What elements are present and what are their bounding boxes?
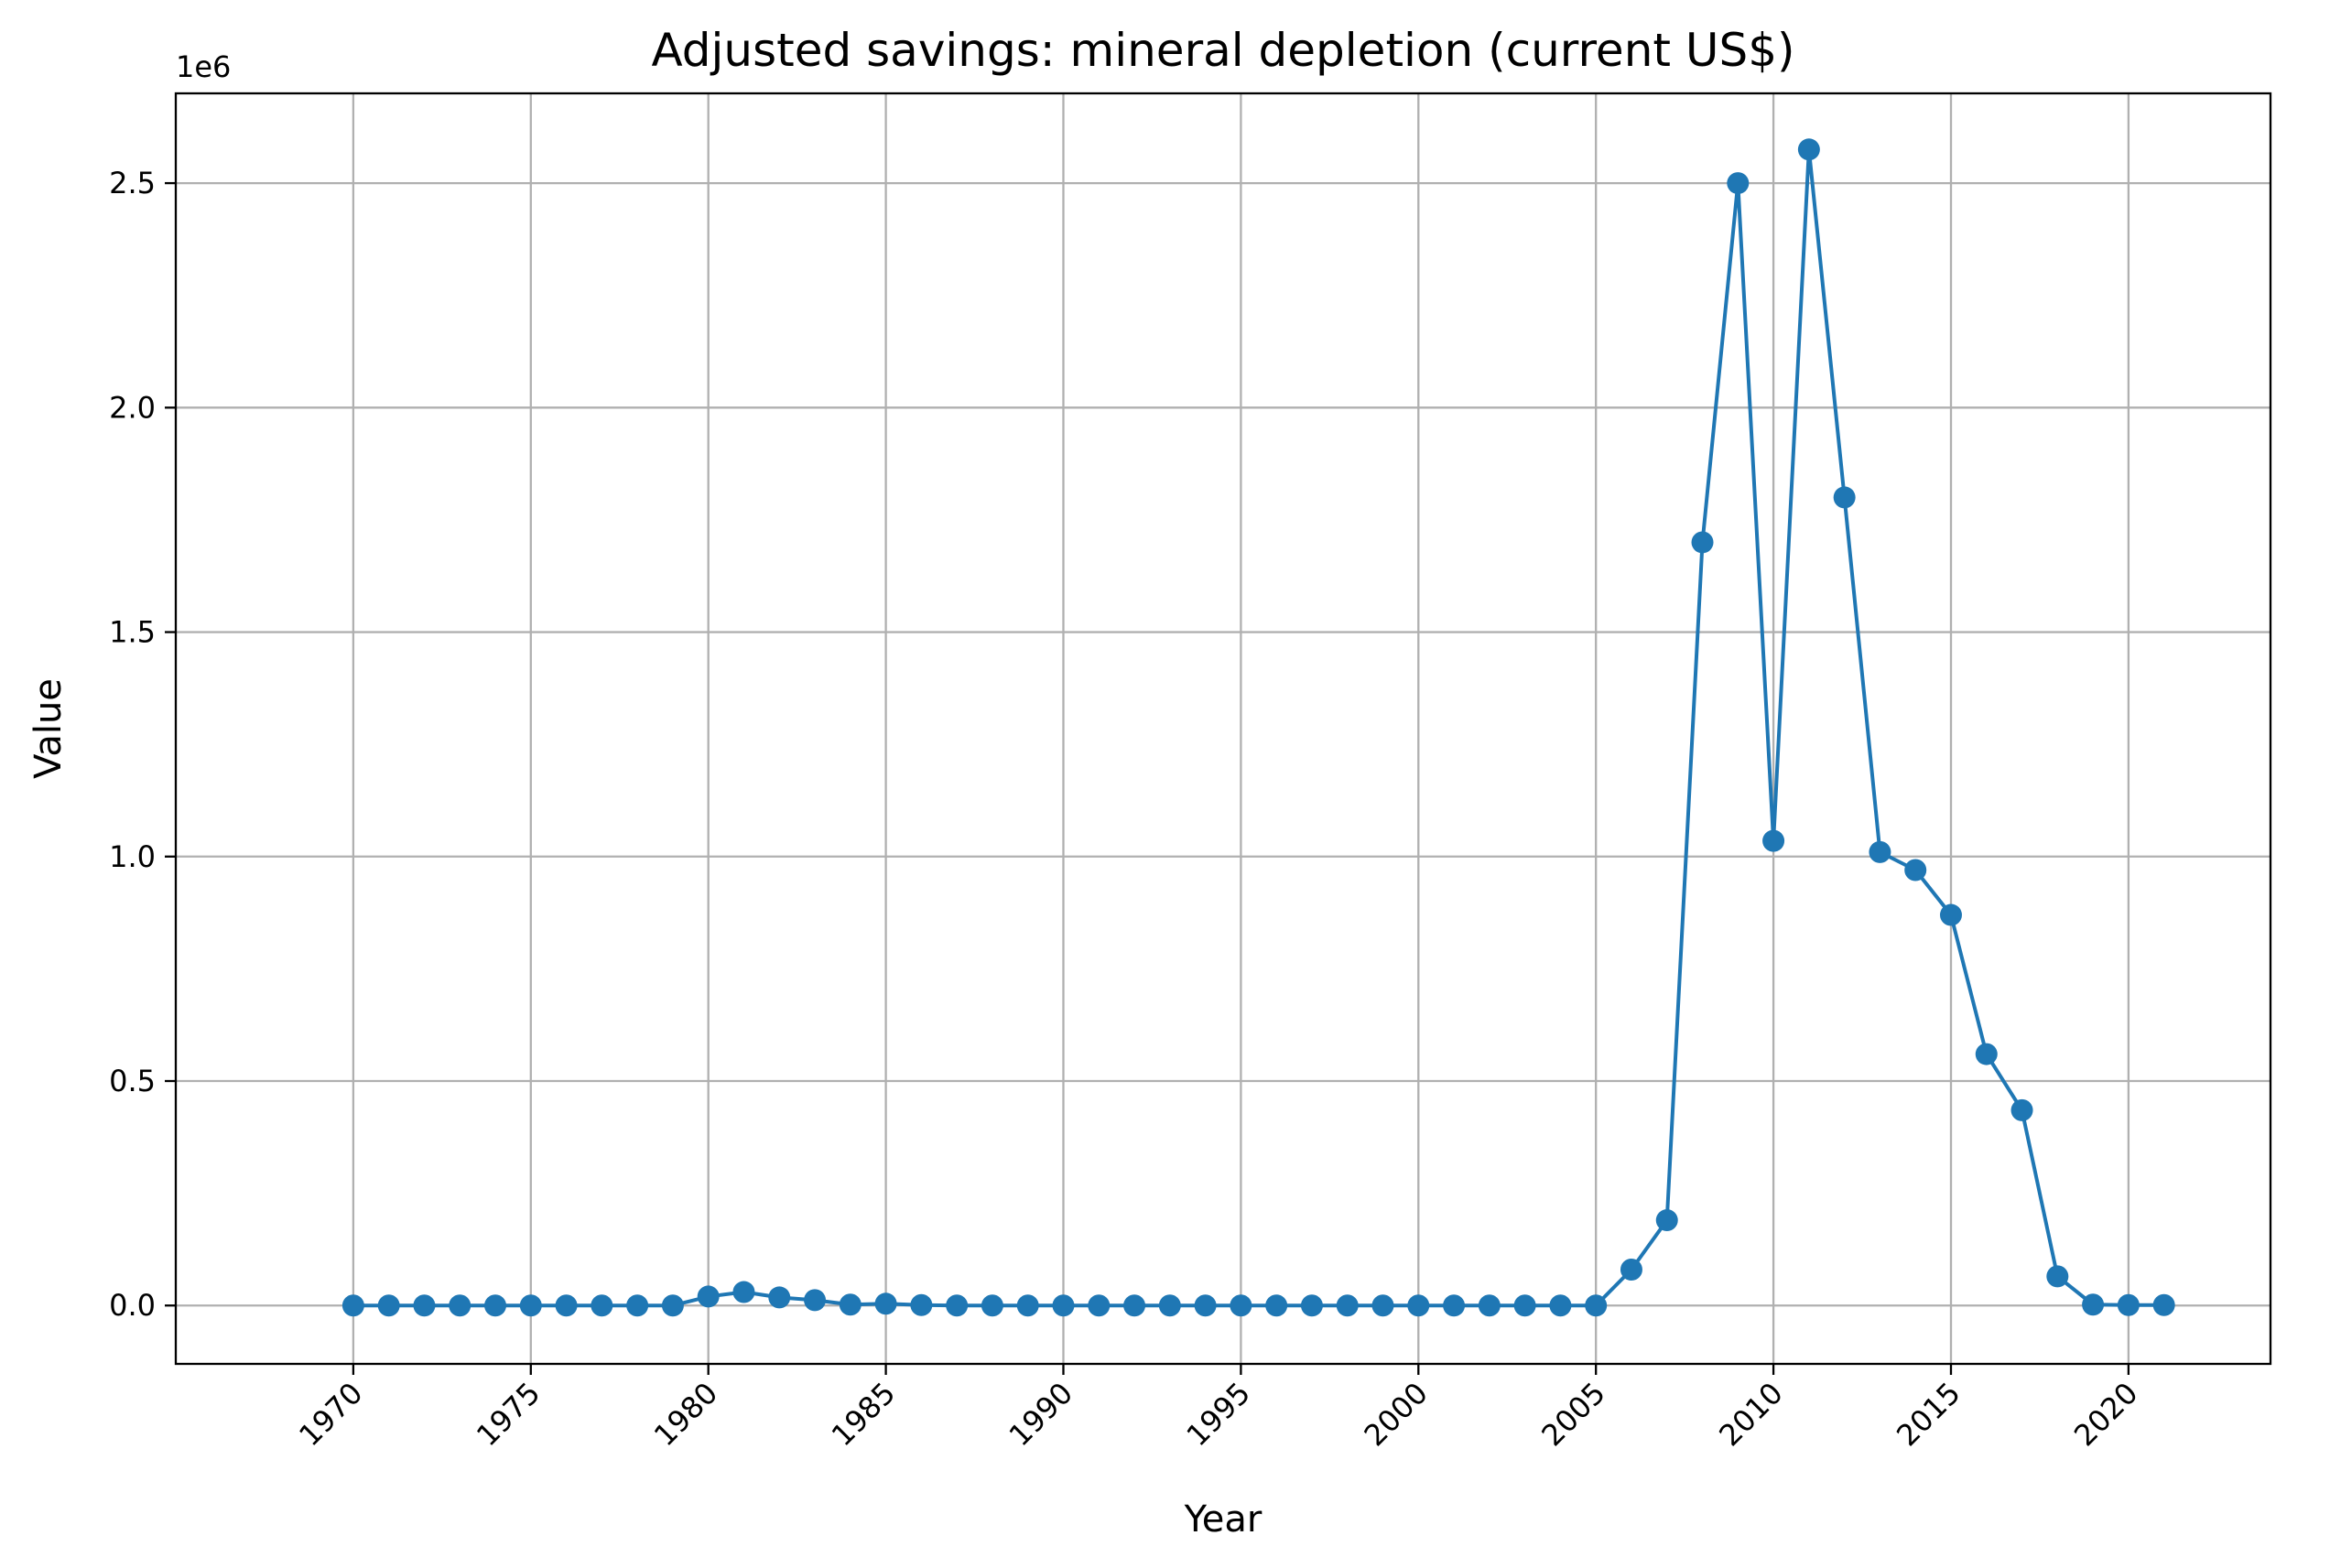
data-point [626, 1294, 649, 1317]
x-tick-label: 1990 [1002, 1376, 1079, 1453]
data-point [1300, 1294, 1323, 1317]
data-point [839, 1293, 862, 1316]
data-point [1336, 1294, 1359, 1317]
data-point [2117, 1293, 2140, 1316]
data-point [2046, 1265, 2069, 1288]
x-axis: 1970 1975 1980 1985 1990 1995 2000 2005 2010 2015… [292, 1364, 2145, 1453]
data-point [2010, 1098, 2033, 1121]
data-point [1478, 1294, 1501, 1317]
data-point [1158, 1294, 1181, 1317]
data-point [1727, 172, 1750, 195]
y-tick-label: 0.0 [109, 1288, 156, 1323]
data-point [910, 1293, 933, 1316]
data-point [1052, 1294, 1075, 1317]
data-point [768, 1286, 791, 1309]
data-point [1443, 1294, 1466, 1317]
x-tick-label: 1980 [647, 1376, 724, 1453]
data-point [1620, 1259, 1642, 1281]
data-point [804, 1289, 827, 1312]
y-tick-label: 2.5 [109, 166, 156, 200]
x-tick-label: 2000 [1357, 1376, 1434, 1453]
x-tick-label: 1995 [1180, 1376, 1257, 1453]
data-point [1513, 1294, 1536, 1317]
plot-frame [174, 92, 2272, 1366]
x-tick-label: 2010 [1712, 1376, 1789, 1453]
data-point [1230, 1294, 1252, 1317]
chart-title: Adjusted savings: mineral depletion (cur… [651, 24, 1794, 77]
grid-layer [176, 93, 2270, 1364]
data-point [413, 1294, 436, 1317]
data-point [449, 1294, 471, 1317]
y-tick-label: 1.5 [109, 615, 156, 650]
data-point [732, 1281, 755, 1303]
y-axis: 0.0 0.5 1.0 1.5 2.0 2.5 [109, 166, 176, 1323]
data-point [661, 1294, 684, 1317]
x-tick-label: 2020 [2067, 1376, 2144, 1453]
data-point [484, 1294, 507, 1317]
data-point [1371, 1294, 1394, 1317]
data-point [1123, 1294, 1146, 1317]
data-point [2152, 1293, 2175, 1316]
x-tick-label: 1970 [292, 1376, 369, 1453]
data-point [591, 1294, 613, 1317]
x-axis-label: Year [1184, 1498, 1263, 1541]
data-point [1833, 486, 1856, 509]
x-tick-label: 1985 [825, 1376, 902, 1453]
data-point [1088, 1294, 1111, 1317]
x-tick-label: 2015 [1890, 1376, 1967, 1453]
data-point [1939, 903, 1962, 926]
x-tick-label: 2005 [1534, 1376, 1611, 1453]
data-point [1691, 531, 1714, 554]
data-point [1904, 859, 1927, 881]
data-point [697, 1285, 720, 1308]
y-tick-label: 1.0 [109, 839, 156, 874]
data-point [1797, 138, 1820, 161]
data-point [1762, 829, 1785, 852]
x-tick-label: 1975 [470, 1376, 547, 1453]
data-point [1194, 1294, 1217, 1317]
data-point [341, 1294, 364, 1317]
data-point [981, 1294, 1003, 1317]
data-point [1265, 1294, 1288, 1317]
data-point [946, 1294, 969, 1317]
series-layer [341, 138, 2175, 1317]
data-point [1549, 1294, 1572, 1317]
y-tick-label: 2.0 [109, 390, 156, 425]
data-point [1655, 1209, 1678, 1232]
data-point [1869, 840, 1891, 863]
data-point [555, 1294, 578, 1317]
y-tick-label: 0.5 [109, 1064, 156, 1098]
y-offset-label: 1e6 [176, 49, 231, 84]
data-point [1585, 1294, 1608, 1317]
data-point [377, 1294, 400, 1317]
data-point [1016, 1294, 1039, 1317]
data-point [519, 1294, 542, 1317]
data-point [874, 1292, 897, 1315]
data-point [2082, 1293, 2105, 1316]
data-point [1407, 1294, 1430, 1317]
data-point [1975, 1043, 1998, 1065]
series-line [352, 147, 2164, 1308]
y-axis-label: Value [27, 678, 70, 779]
